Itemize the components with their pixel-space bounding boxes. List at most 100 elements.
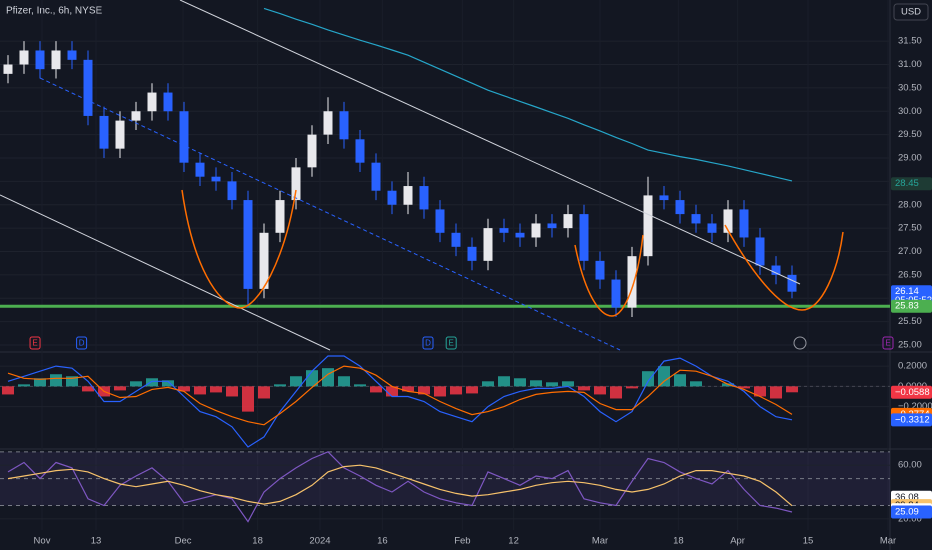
cup-drawing (181, 189, 297, 309)
x-tick-label: Mar (592, 536, 608, 547)
event-label: D (425, 339, 431, 348)
candle-body (291, 167, 301, 201)
candle-body (67, 50, 77, 60)
y-tick-label: 25.00 (898, 340, 922, 351)
histogram-bar (498, 376, 510, 387)
candle-body (691, 214, 701, 224)
y-tick-label: 60.00 (898, 460, 922, 471)
histogram-bar (738, 386, 750, 389)
candle-body (371, 162, 381, 191)
x-tick-label: Mar (880, 536, 896, 547)
axis-tag-label: −0.0588 (895, 387, 930, 398)
y-tick-label: −0.2000 (898, 401, 932, 412)
histogram-bar (674, 374, 686, 387)
event-icon (76, 336, 88, 350)
histogram-bar (34, 378, 46, 387)
histogram-bar (514, 378, 526, 387)
event-label: E (885, 339, 890, 348)
y-tick-label: 20.00 (898, 513, 922, 524)
candle-body (3, 64, 13, 74)
candle-body (243, 200, 253, 289)
axis-tag (891, 177, 932, 191)
axis-tag-label: 25.09 (895, 507, 919, 518)
y-tick-label: 27.00 (898, 246, 922, 257)
candle-body (755, 237, 765, 266)
candle-body (275, 200, 285, 233)
candle-body (739, 209, 749, 238)
histogram-bar (290, 376, 302, 387)
histogram-bar (658, 366, 670, 387)
event-label: D (79, 339, 85, 348)
event-label: E (449, 339, 454, 348)
histogram-bar (130, 381, 142, 387)
candle-body (147, 92, 157, 112)
series-line (7, 451, 793, 523)
axis-tag (891, 413, 932, 427)
histogram-bar (370, 386, 382, 393)
candle-body (643, 195, 653, 257)
histogram-bar (482, 381, 494, 387)
candle-body (195, 162, 205, 177)
histogram-bar (194, 386, 206, 395)
x-tick-label: Dec (175, 536, 192, 547)
event-icon (882, 336, 894, 350)
event-icon (445, 336, 457, 350)
currency[interactable]: USD (901, 7, 921, 18)
event-label: E (32, 339, 37, 348)
y-tick-label: 30.50 (898, 82, 922, 93)
candle-body (547, 223, 557, 229)
x-tick-label: 12 (508, 536, 519, 547)
histogram-bar (114, 386, 126, 391)
candle-body (435, 209, 445, 233)
candle-body (83, 59, 93, 116)
x-tick-label: 16 (377, 536, 388, 547)
y-tick-label: 27.50 (898, 223, 922, 234)
candle-body (499, 228, 509, 233)
histogram-bar (402, 386, 414, 392)
axis-tag-label: −0.3312 (895, 414, 930, 425)
candle-body (19, 50, 29, 65)
candle-body (131, 111, 141, 121)
histogram-bar (210, 386, 222, 393)
histogram-bar (786, 386, 798, 393)
x-tick-label: Apr (730, 536, 745, 547)
histogram-bar (434, 386, 446, 397)
candle-body (387, 190, 397, 205)
histogram-bar (690, 381, 702, 387)
candle-body (723, 209, 733, 233)
x-tick-label: 18 (673, 536, 684, 547)
histogram-bar (162, 380, 174, 387)
y-tick-label: 30.00 (898, 106, 922, 117)
series-line (7, 365, 793, 426)
y-tick-label: 28.00 (898, 199, 922, 210)
histogram-bar (338, 376, 350, 387)
histogram-bar (626, 386, 638, 389)
histogram-bar (562, 381, 574, 387)
dashed-line (39, 77, 621, 351)
axis-tag-label: 26.14 (895, 286, 919, 297)
candle-body (707, 223, 717, 233)
histogram-bar (242, 386, 254, 412)
axis-tag (891, 385, 932, 399)
y-tick-label: 29.00 (898, 153, 922, 164)
x-tick-label: 15 (803, 536, 814, 547)
y-tick-label: 31.50 (898, 36, 922, 47)
candle-body (99, 115, 109, 149)
cup-drawing (574, 234, 644, 317)
x-tick-label: Nov (34, 536, 51, 547)
histogram-bar (770, 386, 782, 399)
histogram-bar (450, 386, 462, 395)
candle-body (403, 186, 413, 205)
histogram-bar (274, 384, 286, 387)
histogram-bar (50, 374, 62, 387)
currency-box[interactable] (893, 3, 929, 21)
histogram-bar (578, 386, 590, 391)
candle-body (771, 265, 781, 275)
series-line (7, 464, 793, 507)
histogram-bar (82, 386, 94, 392)
candle-body (339, 111, 349, 140)
y-tick-label: 25.50 (898, 316, 922, 327)
candle-body (467, 246, 477, 261)
candle-body (659, 195, 669, 201)
candle-body (211, 176, 221, 182)
